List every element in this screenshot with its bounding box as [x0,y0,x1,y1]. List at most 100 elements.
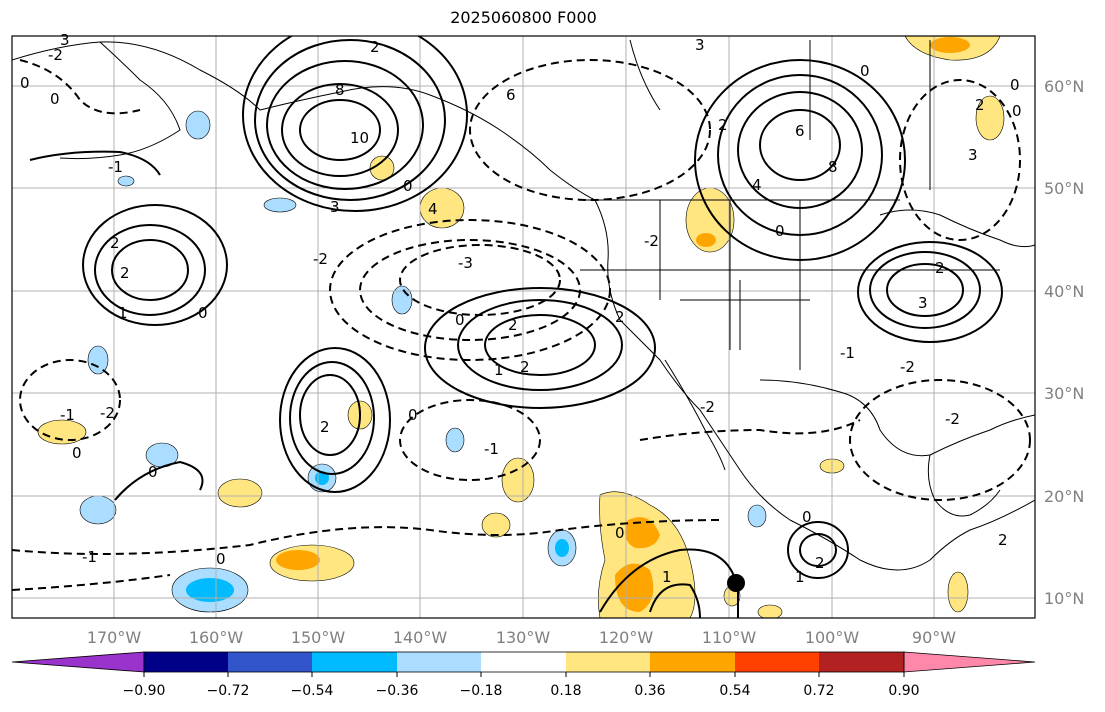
negative-anomaly-patch [747,504,767,528]
contour-label: 1 [118,304,128,322]
map-frame [11,35,1036,619]
negative-anomaly-patch [185,110,211,140]
contour-label: -2 [700,398,715,416]
lat-label: 10°N [1044,589,1084,608]
contour-label: 10 [350,129,369,147]
colorbar-segment [735,652,819,672]
colorbar-label: −0.54 [291,683,334,699]
contour-label: 3 [968,146,978,164]
contour-label: 2 [370,38,380,56]
colorbar-label: 0.72 [803,683,834,699]
lon-label: 160°W [189,628,244,647]
negative-anomaly-patch [445,427,465,453]
lon-label: 170°W [87,628,142,647]
lon-label: 140°W [393,628,448,647]
contour-label: -1 [484,440,499,458]
contour-label: -2 [100,404,115,422]
colorbar: −0.90 −0.72 −0.54 −0.36 −0.18 0.18 0.36 … [11,651,1036,699]
negative-anomaly-patch [87,345,109,375]
contour-label: 2 [998,531,1008,549]
lon-label: 130°W [496,628,551,647]
contour-label: 2 [110,234,120,252]
contour-label: 0 [72,444,82,462]
contour-label: 3 [918,294,928,312]
contour-label: 2 [975,96,985,114]
colorbar-segment [566,652,650,672]
lon-label: 150°W [291,628,346,647]
negative-anomaly-patch [79,495,117,525]
negative-anomaly-patch [117,175,135,187]
positive-anomaly-core [625,517,660,549]
contour-label: 6 [506,86,516,104]
colorbar-segment [481,652,566,672]
colorbar-label: −0.36 [376,683,419,699]
contour-label: -3 [458,254,473,272]
negative-contours [12,59,1031,591]
colorbar-label: 0.90 [888,683,919,699]
colorbar-segment [650,652,735,672]
contour-labels: 3 2 0 8 10 6 4 3 2 1 2 0 -2 -3 -2 2 -1 0… [20,31,1022,586]
positive-anomaly-patch [975,95,1005,141]
contour-label: 8 [335,81,345,99]
contour-label: -1 [60,406,75,424]
map-title: 2025060800 F000 [450,8,597,27]
lon-label: 120°W [599,628,654,647]
lat-label: 20°N [1044,487,1084,506]
colorbar-label: 0.54 [719,683,750,699]
lat-label: 40°N [1044,282,1084,301]
positive-anomaly-core [930,37,970,53]
contour-label: 2 [615,308,625,326]
lat-label: 30°N [1044,384,1084,403]
contour-label: 2 [320,418,330,436]
lon-label: 90°W [912,628,956,647]
contour-label: 3 [330,198,340,216]
contour-label: 4 [752,176,762,194]
contour-label: 2 [718,116,728,134]
colorbar-label: −0.72 [207,683,250,699]
colorbar-segment [819,652,904,672]
colorbar-label: −0.90 [123,683,166,699]
latitude-labels: 60°N 50°N 40°N 30°N 20°N 10°N [1044,77,1084,608]
colorbar-label: 0.36 [634,683,665,699]
colorbar-label: 0.18 [550,683,581,699]
longitude-labels: 170°W 160°W 150°W 140°W 130°W 120°W 110°… [87,628,956,647]
colorbar-segment [144,652,228,672]
contour-label: 2 [520,358,530,376]
contour-label: 1 [795,568,805,586]
positive-anomaly-patch [217,478,263,508]
negative-anomaly-patch [391,285,413,315]
positive-anomaly-patch [419,187,465,229]
contour-label: 2 [815,554,825,572]
positive-anomaly-patch [947,571,969,613]
contour-label: 0 [403,177,413,195]
contour-label: -2 [48,46,63,64]
negative-anomaly-core [186,578,234,602]
contour-label: 0 [860,62,870,80]
lat-label: 50°N [1044,179,1084,198]
lon-label: 100°W [805,628,860,647]
map-layers [12,36,1035,618]
colorbar-segment [228,652,312,672]
contour-label: 0 [1010,76,1020,94]
contour-label: 0 [802,508,812,526]
contour-label: -1 [840,344,855,362]
positive-anomaly-patch [481,512,511,538]
positive-anomaly-core [615,563,654,612]
positive-anomaly-patch [369,155,395,181]
contour-label: 2 [508,316,518,334]
positive-anomaly-core [696,233,716,247]
contour-label: -2 [313,250,328,268]
contour-label: 0 [775,222,785,240]
positive-contours [29,36,1003,618]
colorbar-label: −0.18 [460,683,503,699]
contour-label: 0 [148,463,158,481]
positive-anomaly-core [276,550,320,570]
contour-label: -1 [108,158,123,176]
contour-label: 3 [60,31,70,49]
lat-label: 60°N [1044,77,1084,96]
colorbar-extend-high [903,651,1036,673]
contour-label: 8 [828,158,838,176]
colorbar-extend-low [11,651,145,673]
contour-label: 0 [198,304,208,322]
